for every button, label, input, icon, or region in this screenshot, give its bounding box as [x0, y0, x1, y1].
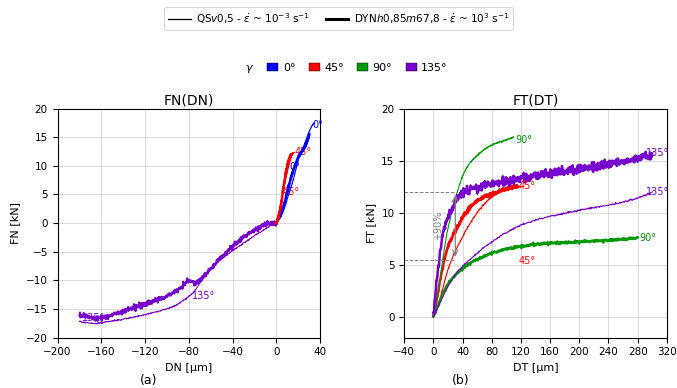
Text: +90%: +90%: [433, 211, 443, 241]
Text: 45°: 45°: [519, 256, 536, 265]
Text: (b): (b): [452, 374, 469, 387]
Title: FN(DN): FN(DN): [164, 94, 214, 107]
Y-axis label: FT [kN]: FT [kN]: [366, 203, 376, 243]
Legend: $\gamma$, 0°, 45°, 90°, 135°: $\gamma$, 0°, 45°, 90°, 135°: [226, 60, 451, 78]
X-axis label: DT [μm]: DT [μm]: [512, 363, 559, 373]
Text: 135°: 135°: [192, 291, 215, 301]
Text: 135°: 135°: [82, 312, 105, 322]
Text: 135°: 135°: [647, 148, 670, 158]
Y-axis label: FN [kN]: FN [kN]: [10, 202, 20, 244]
Text: 45°: 45°: [294, 147, 311, 157]
Text: (a): (a): [140, 374, 158, 387]
Text: 45°: 45°: [519, 181, 536, 191]
Text: 0°: 0°: [313, 120, 324, 130]
Text: 135°: 135°: [647, 187, 670, 197]
X-axis label: DN [μm]: DN [μm]: [165, 363, 213, 373]
Title: FT(DT): FT(DT): [512, 94, 559, 107]
Text: 45°: 45°: [283, 187, 300, 197]
Text: 90°: 90°: [515, 135, 532, 145]
Text: 90°: 90°: [639, 233, 656, 242]
Text: 0°: 0°: [290, 162, 301, 172]
Legend: QS$v$0,5 - $\dot{\varepsilon}$ ~ 10$^{-3}$ s$^{-1}$, DYN$h$0,85$m$67,8 - $\dot{\: QS$v$0,5 - $\dot{\varepsilon}$ ~ 10$^{-3…: [164, 7, 513, 30]
